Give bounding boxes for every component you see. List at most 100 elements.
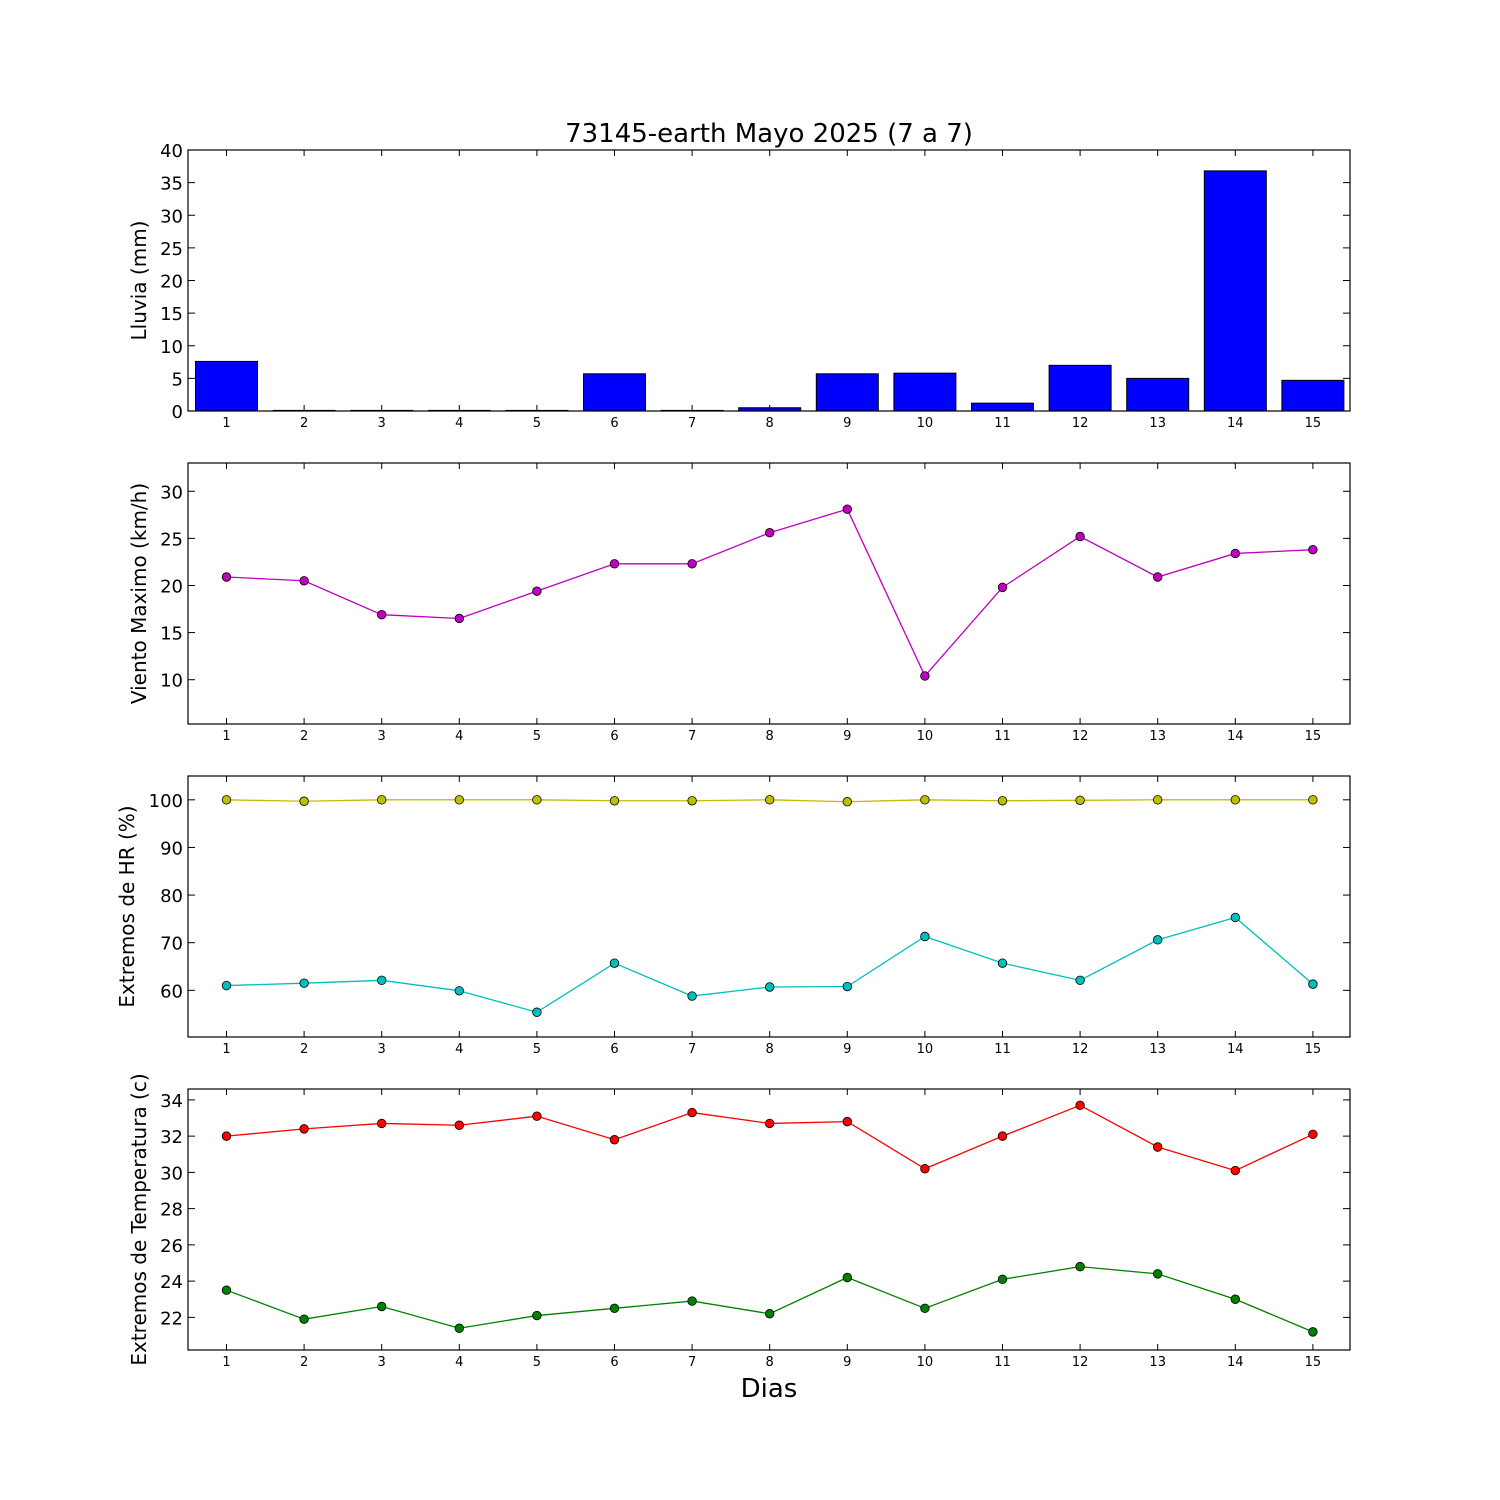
point-wind-0-5 [609,559,620,569]
point-temperature-1-8 [842,1272,853,1283]
point-humidity-1-4 [532,1007,542,1017]
x-tick-label-humidity-6: 7 [688,1042,696,1057]
point-humidity-1-10 [997,958,1008,968]
x-tick-label-rain-11: 12 [1072,416,1089,431]
point-temperature-0-5 [609,1135,620,1145]
point-temperature-0-1 [299,1124,309,1134]
point-humidity-1-9 [920,931,930,942]
x-tick-label-rain-6: 7 [688,416,696,431]
y-tick-label-temperature-1: 24 [160,1272,183,1293]
x-tick-label-temperature-9: 10 [917,1355,934,1370]
y-tick-label-temperature-6: 34 [160,1091,183,1112]
x-tick-label-temperature-6: 7 [688,1355,696,1370]
x-tick-label-humidity-0: 1 [222,1042,230,1057]
plot-frame-humidity [187,775,1351,1038]
point-humidity-1-6 [687,991,697,1001]
point-temperature-0-14 [1308,1129,1318,1140]
bar-rain-8 [815,373,879,412]
point-wind-0-2 [377,610,387,620]
x-tick-label-temperature-1: 2 [300,1355,308,1370]
y-tick-label-wind-2: 20 [160,576,183,597]
x-tick-label-temperature-13: 14 [1227,1355,1244,1370]
y-tick-label-temperature-2: 26 [160,1236,183,1257]
point-wind-0-9 [920,671,930,681]
x-tick-label-wind-11: 12 [1072,729,1089,744]
y-tick-label-rain-0: 0 [172,402,183,423]
x-tick-label-rain-12: 13 [1149,416,1166,431]
x-tick-label-rain-1: 2 [300,416,308,431]
point-wind-0-8 [842,504,853,514]
x-tick-label-wind-0: 1 [222,729,230,744]
point-humidity-0-8 [842,797,853,807]
point-humidity-0-0 [221,795,232,805]
x-tick-label-wind-14: 15 [1305,729,1322,744]
point-temperature-1-1 [299,1314,309,1324]
point-wind-0-1 [299,576,309,586]
point-humidity-0-11 [1075,795,1085,805]
chart-title: 73145-earth Mayo 2025 (7 a 7) [565,119,973,149]
point-humidity-0-14 [1308,795,1318,805]
y-tick-label-wind-0: 10 [160,671,183,692]
x-tick-label-rain-9: 10 [917,416,934,431]
point-humidity-0-7 [765,795,775,805]
x-tick-label-humidity-2: 3 [378,1042,386,1057]
x-tick-label-humidity-13: 14 [1227,1042,1244,1057]
y-tick-label-temperature-4: 30 [160,1163,183,1184]
point-humidity-1-1 [299,978,309,988]
y-tick-label-humidity-3: 90 [160,838,183,859]
bar-rain-9 [893,372,957,412]
point-humidity-0-6 [687,796,697,806]
y-tick-label-rain-6: 30 [160,206,183,227]
x-tick-label-temperature-4: 5 [533,1355,541,1370]
y-tick-label-humidity-0: 60 [160,981,183,1002]
y-axis-label-rain: Lluvia (mm) [127,221,151,341]
point-wind-0-3 [454,613,465,624]
bar-rain-0 [195,360,258,412]
plot-frame-wind [187,462,1351,725]
x-tick-label-humidity-12: 13 [1149,1042,1166,1057]
y-tick-label-humidity-1: 70 [160,934,183,955]
point-temperature-1-7 [765,1309,775,1319]
point-humidity-1-5 [609,958,620,968]
point-wind-0-12 [1152,572,1163,582]
x-tick-label-humidity-3: 4 [455,1042,463,1057]
bar-rain-13 [1203,170,1267,412]
point-temperature-1-10 [997,1274,1008,1285]
x-tick-label-wind-5: 6 [610,729,618,744]
point-wind-0-0 [221,572,232,582]
y-tick-label-rain-3: 15 [160,304,183,325]
point-humidity-1-8 [842,981,853,992]
point-humidity-1-7 [765,982,775,992]
y-tick-label-temperature-0: 22 [160,1308,183,1329]
x-tick-label-humidity-1: 2 [300,1042,308,1057]
x-tick-label-wind-9: 10 [917,729,934,744]
point-humidity-1-11 [1075,975,1085,986]
x-tick-label-wind-12: 13 [1149,729,1166,744]
x-tick-label-humidity-14: 15 [1305,1042,1322,1057]
bar-rain-14 [1281,379,1345,412]
point-wind-0-13 [1230,548,1241,559]
x-tick-label-rain-7: 8 [766,416,774,431]
point-temperature-1-12 [1152,1269,1163,1279]
point-humidity-1-0 [221,980,232,991]
y-tick-label-rain-1: 5 [172,369,183,390]
point-temperature-0-12 [1152,1142,1163,1152]
x-tick-label-temperature-0: 1 [222,1355,230,1370]
x-tick-label-rain-0: 1 [222,416,230,431]
point-wind-0-14 [1308,544,1318,555]
point-temperature-0-4 [532,1111,542,1121]
point-humidity-0-9 [920,795,930,805]
point-temperature-0-3 [454,1120,465,1130]
x-tick-label-temperature-11: 12 [1072,1355,1089,1370]
y-tick-label-rain-5: 25 [160,239,183,260]
x-tick-label-temperature-3: 4 [455,1355,463,1370]
y-axis-label-humidity: Extremos de HR (%) [115,805,139,1007]
y-axis-label-temperature: Extremos de Temperatura (c) [127,1073,151,1365]
x-axis-label: Dias [741,1374,798,1404]
x-tick-label-rain-8: 9 [843,416,851,431]
x-tick-label-wind-4: 5 [533,729,541,744]
point-temperature-0-13 [1230,1165,1241,1176]
y-tick-label-humidity-4: 100 [149,791,183,812]
